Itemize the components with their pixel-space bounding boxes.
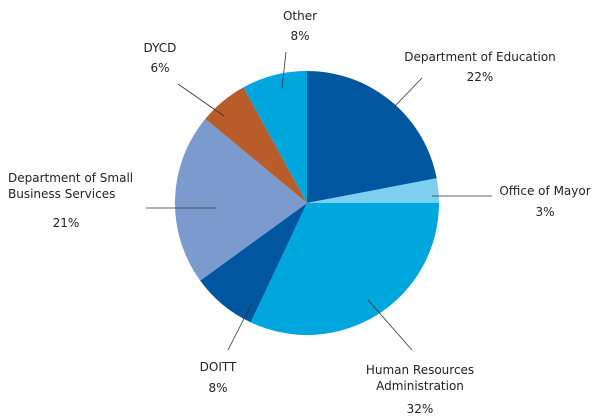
leader-line [367, 299, 413, 351]
slice-label: Office of Mayor [499, 184, 591, 198]
pie-slice [205, 87, 307, 203]
pie-slice [307, 178, 439, 203]
slice-label: Department of Small Business Services [8, 171, 134, 201]
leader-line [281, 51, 287, 89]
value-label: 32% [406, 402, 434, 416]
slice-label: DYCD [143, 41, 177, 55]
value-label: 21% [52, 216, 80, 230]
leader-line [177, 83, 225, 117]
value-label: 6% [150, 61, 170, 75]
value-label: 8% [208, 381, 228, 395]
pie-slice [307, 71, 437, 203]
leader-line [394, 77, 423, 107]
value-label: 3% [535, 205, 555, 219]
leader-line [227, 302, 253, 351]
pie-slice [243, 71, 307, 203]
pie-slice [200, 203, 307, 323]
pie-slice [175, 118, 307, 281]
slice-label: Other [282, 9, 318, 23]
pie-slice [250, 203, 440, 335]
value-label: 8% [290, 29, 310, 43]
slice-label: Human Resources Administration [365, 363, 475, 393]
slice-label: DOITT [199, 360, 237, 374]
slice-label: Department of Education [404, 50, 556, 64]
value-label: 22% [466, 70, 494, 84]
